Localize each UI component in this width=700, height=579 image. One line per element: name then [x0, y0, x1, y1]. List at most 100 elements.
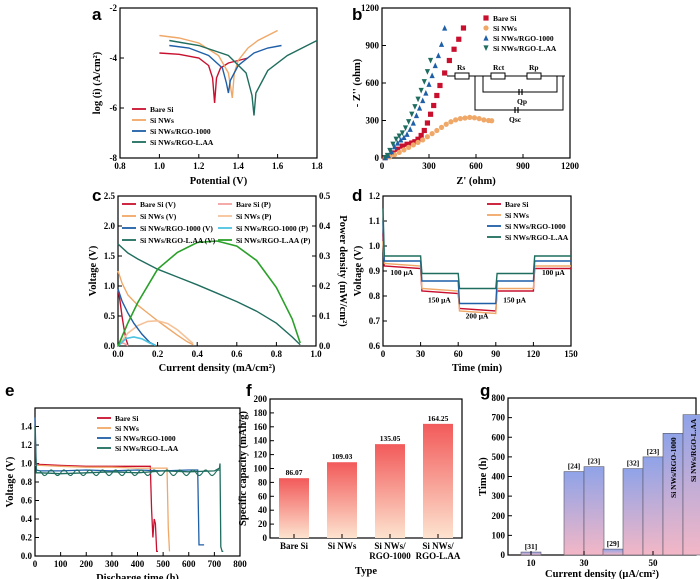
panel-a-x-axis-label: Potential (V): [190, 176, 248, 187]
panel-e-y-tick-label: 0.8: [21, 477, 33, 487]
panel-d-legend-2-label: Si NWs: [505, 211, 529, 220]
panel-a-x-tick-label: 1.2: [193, 161, 205, 171]
panel-c-line-series-4: [117, 319, 194, 347]
panel-b-point-series-3: [413, 112, 420, 119]
panel-c-line-series-3: [117, 270, 194, 346]
panel-b-point-series-3: [435, 52, 441, 59]
panel-b-point-series-3: [398, 136, 404, 143]
panel-f-y-tick-label: 0: [263, 533, 268, 543]
panel-f-bar: [327, 462, 357, 538]
panel-d-line-series-3: [382, 220, 571, 305]
panel-b-point-series-1: [418, 132, 424, 139]
panel-b-point-series-3: [417, 105, 423, 111]
panel-b-point-series-3: [388, 148, 394, 155]
panel-c-legend-8-label: Si NWs/RGO-L.AA (P): [236, 236, 311, 245]
panel-c-legend-5-label: Si NWs/RGO-1000 (V): [140, 224, 213, 233]
panel-c-line-series-1: [117, 288, 129, 346]
panel-e-y-axis-label: Voltage (V): [5, 456, 16, 507]
panel-a-y-tick-label: -6: [110, 103, 118, 113]
panel-b-point-series-1: [415, 136, 421, 142]
panel-b-legend-3-marker: [483, 35, 489, 41]
panel-c-y2-axis-label: Power density (mW/cm²): [337, 215, 348, 327]
panel-b-y-axis-label: - Z'' (ohm): [352, 58, 363, 107]
panel-f-bar-value-label: 86.07: [286, 468, 303, 477]
panel-b-x-tick-label: 0: [380, 161, 385, 171]
panel-e-legend-2-label: Si NWs: [115, 424, 139, 433]
panel-e-y-tick-label: 1.4: [21, 422, 33, 432]
panel-f-bar: [279, 478, 309, 538]
panel-g-bar-ref-label: [32]: [627, 459, 640, 468]
panel-b-y-tick-label: 600: [366, 78, 380, 88]
panel-a-y-tick-label: -4: [110, 53, 118, 63]
panel-b-point-series-3: [404, 131, 410, 137]
panel-g-y-tick-label: 400: [492, 472, 506, 482]
panel-b-point-series-1: [395, 146, 401, 152]
panel-f-category-label: Si NWs/: [374, 541, 406, 551]
panel-b-point-series-2: [438, 124, 445, 130]
panel-b-point-series-2: [471, 115, 478, 121]
panel-a-legend-1-label: Bare Si: [150, 105, 173, 114]
panel-c-y-tick-label: 0.0: [104, 341, 116, 351]
circuit-rp-resistor: [526, 72, 542, 80]
panel-b-y-tick-label: 300: [366, 116, 380, 126]
panel-e-x-tick-label: 800: [233, 559, 247, 569]
panel-b-point-series-3: [407, 126, 413, 132]
panel-f-x-axis-label: Type: [355, 566, 377, 577]
panel-b-point-series-2: [453, 117, 459, 123]
panel-c-x-tick-label: 0.6: [231, 349, 243, 359]
panel-f-category-label: Si NWs/: [422, 541, 454, 551]
panel-b-panel-letter: b: [352, 5, 362, 24]
panel-b-point-series-1: [421, 127, 427, 134]
panel-e-x-tick-label: 400: [131, 559, 145, 569]
panel-b-point-series-1: [437, 82, 443, 89]
panel-b-y-tick-label: 1200: [361, 3, 380, 13]
panel-f-category-label: RGO-L.AA: [416, 551, 461, 561]
panel-c-y-tick-label: 2.5: [104, 191, 116, 201]
panel-g-y-tick-label: 100: [492, 530, 506, 540]
panel-d-panel-letter: d: [352, 186, 362, 205]
panel-d-line-series-4: [382, 208, 571, 290]
panel-f-y-axis-label: Specific capacity (mAh/g): [238, 411, 249, 526]
panel-g-y-tick-label: 200: [492, 511, 506, 521]
circuit-branch-qp: [482, 76, 558, 93]
panel-b-point-series-4: [396, 133, 402, 140]
panel-f-category-label: Si NWs: [328, 541, 357, 551]
panel-e-legend-3-label: Si NWs/RGO-1000: [115, 434, 176, 443]
panel-b-point-series-2: [406, 144, 412, 150]
panel-c-legend-3-label: Si NWs (V): [140, 212, 177, 221]
panel-b-legend-4-marker: [483, 45, 489, 51]
panel-b-legend-1-label: Bare Si: [493, 14, 516, 23]
panel-g-bar: [602, 548, 624, 556]
panel-f-category-label: RGO-1000: [369, 551, 411, 561]
panel-e-x-tick-label: 600: [182, 559, 196, 569]
panel-f-y-tick-label: 120: [254, 450, 268, 460]
panel-b-point-series-1: [442, 70, 448, 76]
panel-g-y-axis-label: Time (h): [478, 457, 489, 496]
panel-b-point-series-3: [432, 62, 438, 69]
panel-e-x-tick-label: 500: [156, 559, 170, 569]
panel-b-circuit-inset: Rs Rct Rp Qp Qsc: [447, 63, 565, 124]
panel-b-point-series-4: [402, 125, 409, 131]
panel-g-bar-ref-label: [29]: [607, 539, 620, 548]
panel-b-plot-frame: [381, 7, 571, 159]
panel-b-x-axis-label: Z' (ohm): [456, 176, 496, 187]
panel-b-point-series-1: [427, 111, 434, 117]
panel-e-y-tick-label: 1.0: [21, 459, 33, 469]
panel-g-y-tick-label: 700: [492, 413, 506, 423]
panel-e-y-tick-label: 0.0: [21, 551, 33, 561]
panel-a-legend-4-label: Si NWs/RGO-L.AA: [150, 138, 214, 147]
panel-g-bar-ref-label: [23]: [588, 457, 601, 466]
panel-a-x-tick-label: 1.4: [233, 161, 245, 171]
panel-b-point-series-1: [404, 141, 410, 147]
panel-b-point-series-3: [429, 72, 435, 79]
panel-b-point-series-2: [481, 117, 487, 123]
panel-e-y-tick-label: 0.4: [21, 514, 33, 524]
panel-b-point-series-2: [415, 139, 421, 145]
panel-c-line-series-8: [117, 240, 301, 347]
panel-d-y-tick-label: 0.6: [369, 341, 381, 351]
panel-a-x-tick-label: 0.8: [114, 161, 126, 171]
panel-a-line-series-4: [169, 39, 318, 116]
panel-e-x-axis-label: Discharge time (h): [96, 573, 179, 579]
panel-b-point-series-3: [423, 90, 429, 96]
panel-g-y-tick-label: 0: [501, 550, 506, 560]
